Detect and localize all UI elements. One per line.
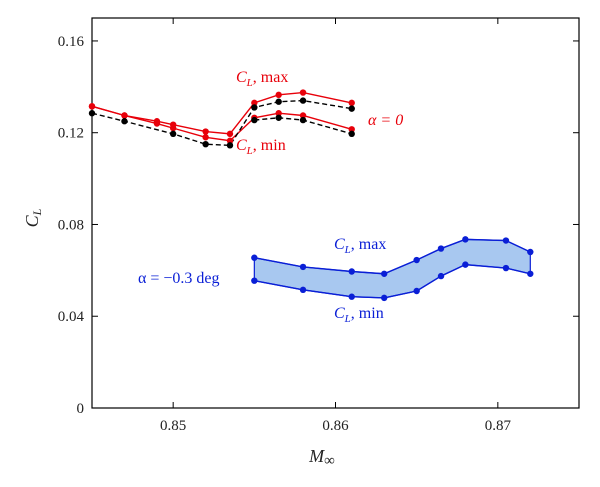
annot-alpha-neg: α = −0.3 deg (138, 270, 220, 287)
data-point (275, 110, 282, 117)
data-point (502, 264, 510, 272)
data-point (299, 286, 307, 294)
data-point (169, 130, 177, 138)
data-point (348, 99, 355, 107)
data-point (381, 270, 388, 277)
data-point (153, 120, 161, 127)
data-point (251, 99, 258, 107)
data-point (299, 89, 307, 96)
data-point (348, 268, 355, 275)
plot-frame (91, 17, 580, 409)
annot-blue-min: CL, min (334, 305, 384, 325)
data-point (275, 114, 282, 121)
data-point (275, 98, 282, 105)
y-tick-label: 0.16 (58, 34, 85, 50)
data-point (299, 263, 307, 271)
data-point (437, 245, 445, 252)
data-point (462, 261, 469, 268)
data-point (381, 294, 388, 302)
y-tick-label: 0 (77, 401, 85, 417)
x-tick-label: 0.86 (322, 418, 349, 434)
series-line-0-1 (91, 105, 352, 142)
annot-red-max: CL, max (236, 69, 288, 89)
data-point (348, 130, 355, 138)
annot-red-min: CL, min (236, 137, 286, 157)
data-point (299, 112, 307, 119)
data-point (226, 137, 234, 144)
point-layer (88, 89, 534, 302)
data-point (348, 105, 355, 112)
data-point (251, 254, 258, 261)
data-point (202, 134, 209, 141)
data-point (502, 237, 510, 244)
series-line-0-2 (91, 99, 352, 147)
data-point (527, 270, 534, 277)
data-point (413, 287, 420, 295)
data-point (348, 293, 355, 300)
x-tick-label: 0.85 (160, 418, 186, 434)
data-point (202, 128, 209, 135)
data-point (88, 103, 96, 110)
data-point (226, 142, 234, 149)
data-point (413, 256, 420, 264)
annot-blue-max: CL, max (334, 236, 386, 256)
data-point (299, 116, 307, 124)
data-point (275, 91, 282, 99)
data-point (251, 104, 258, 111)
data-point (251, 116, 258, 124)
axes: 0.85 0.86 0.87 0 0.04 0.08 0.12 0.16 (58, 17, 580, 434)
data-point (121, 118, 128, 125)
x-axis-label: M∞ (308, 446, 335, 469)
data-point (527, 248, 534, 256)
data-point (299, 97, 307, 104)
y-tick-label: 0.08 (58, 217, 84, 233)
series-line-0-3 (254, 117, 352, 135)
y-tick-label: 0.04 (58, 309, 85, 325)
annot-alpha-0: α = 0 (368, 112, 403, 129)
y-tick-label: 0.12 (58, 126, 84, 142)
data-point (226, 130, 234, 138)
data-point (121, 112, 128, 119)
data-point (462, 236, 469, 243)
ticks: 0.85 0.86 0.87 0 0.04 0.08 0.12 0.16 (58, 18, 579, 434)
data-point (437, 272, 445, 280)
data-point (88, 110, 96, 117)
data-point (348, 126, 355, 133)
series-line-0-0 (91, 91, 352, 135)
data-point (202, 140, 209, 148)
data-point (169, 124, 177, 132)
y-axis-label: CL (22, 208, 44, 227)
data-point (251, 277, 258, 284)
x-tick-label: 0.87 (485, 418, 512, 434)
